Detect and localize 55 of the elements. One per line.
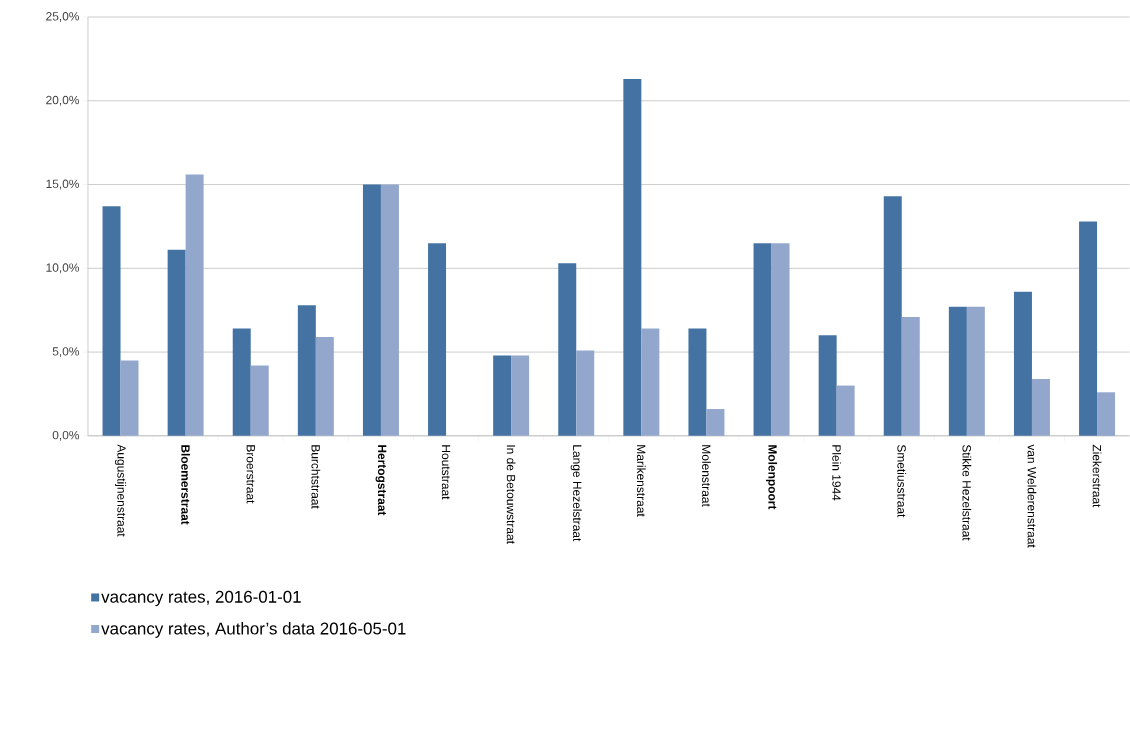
bar [883,196,902,436]
x-tick-label: Augustijnenstraat [114,444,127,537]
bar [818,335,837,436]
bar [250,365,269,436]
x-tick-label: Hertogstraat [375,445,387,516]
bar [1079,221,1098,436]
y-tick-label: 5,0% [52,347,80,358]
legend-label: vacancy rates, Author’s data 2016-05-01 [101,622,406,639]
bar [753,243,772,436]
bar [362,184,381,436]
x-tick-label: Broerstraat [246,445,255,504]
y-tick-label: 25,0% [46,12,80,23]
y-tick-label: 15,0% [46,179,80,190]
bar [511,355,530,436]
bar [493,355,512,436]
x-tick-label: Burchtstraat [311,445,321,509]
bar [167,250,186,436]
x-tick-label: Molenstraat [702,445,711,507]
x-tick-label: Smetiusstraat [897,445,907,518]
bar [706,409,725,436]
bar [1031,379,1050,436]
bar [901,317,920,436]
bar [1013,291,1032,436]
bar [558,263,577,436]
bar [623,79,642,436]
bar [948,306,967,436]
x-tick-label: Molenpoort [765,445,778,510]
y-tick-label: 20,0% [46,95,80,106]
bar [232,328,251,436]
bar [297,305,316,436]
bar [576,350,595,436]
legend-label: vacancy rates, 2016-01-01 [101,590,301,607]
x-tick-label: In de Betouwstraat [506,445,516,545]
bar [836,385,855,436]
y-tick-label: 0,0% [52,431,80,441]
bar [185,174,204,436]
bar [641,328,660,436]
bar [380,184,399,436]
bar [966,306,985,436]
bar [102,206,121,436]
bar [315,337,334,436]
x-tick-label: van Welderenstraat [1027,444,1037,548]
bar [688,328,707,436]
x-tick-label: Plein 1944 [832,445,842,501]
bar [120,360,139,436]
bar [771,243,790,436]
y-tick-label: 10,0% [46,263,80,274]
x-tick-label: Bloemerstraat [181,445,191,525]
x-tick-label: Lange Hezelstraat [570,445,582,542]
x-tick-label: Houtstraat [441,445,451,500]
bar [428,243,447,436]
bar [1097,392,1116,436]
x-tick-label: Stikke Hezelstraat [962,445,972,541]
x-tick-label: Marikenstraat [636,445,646,517]
x-tick-label: Ziekerstraat [1092,444,1102,508]
